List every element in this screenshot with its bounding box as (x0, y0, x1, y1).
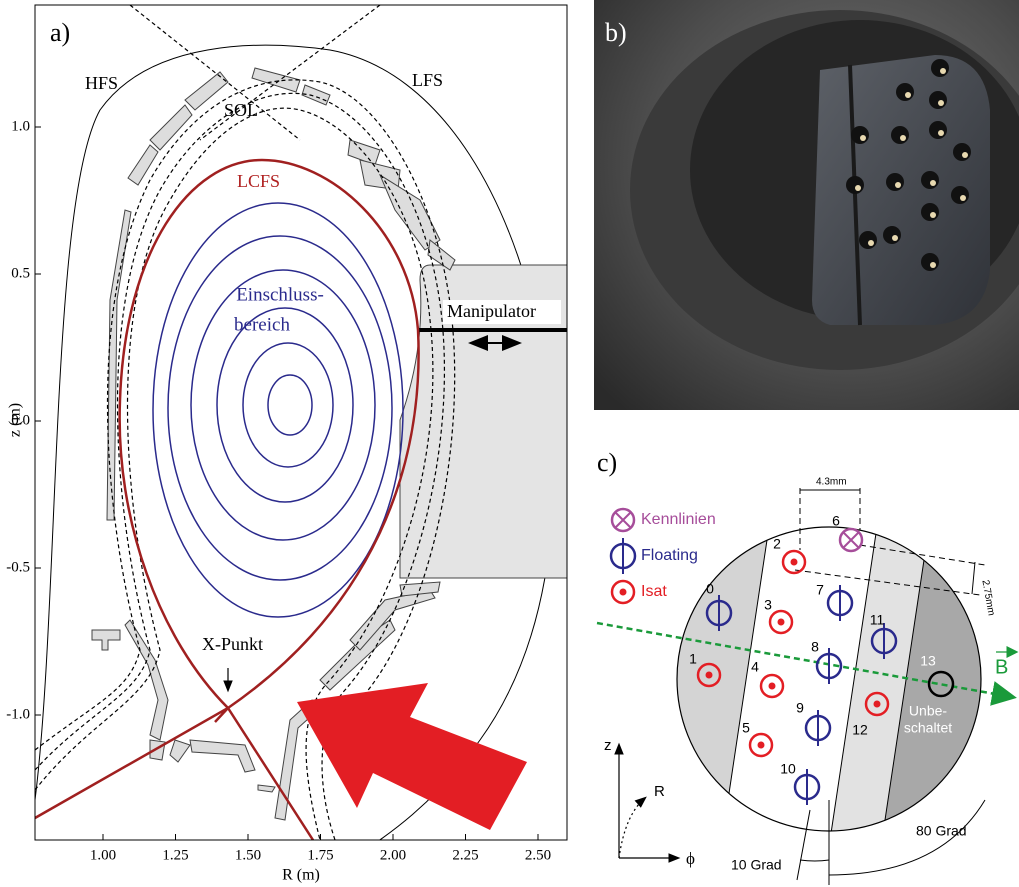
probe-label: 6 (832, 513, 840, 529)
pin-tip (938, 100, 944, 106)
hfs-label: HFS (85, 73, 118, 93)
legend-label: Isat (641, 583, 667, 600)
axis-label: z (604, 737, 612, 754)
probe-label: 0 (706, 581, 714, 597)
pin-tip (930, 180, 936, 186)
probe-label: 7 (816, 582, 824, 598)
pin (953, 143, 971, 161)
dimension-label: 4.3mm (816, 477, 847, 488)
pin-tip (900, 135, 906, 141)
x-axis-title: R (m) (282, 867, 320, 884)
probe-label: 11 (870, 612, 885, 628)
y-axis-title: z (m) (7, 403, 24, 437)
pin (931, 59, 949, 77)
pin (921, 253, 939, 271)
probe-label: 2 (773, 536, 781, 552)
y-tick-label: -1.0 (6, 706, 30, 722)
pin-tip (930, 212, 936, 218)
sol-label: SOL (224, 100, 258, 120)
cross-section (35, 5, 567, 860)
isat-dot (620, 589, 627, 596)
x-tick-label: 2.50 (525, 847, 551, 863)
probe-label: 10 (780, 761, 796, 777)
isat-dot (874, 701, 881, 708)
isat-dot (778, 619, 785, 626)
x-tick-label: 2.25 (452, 847, 478, 863)
pin (851, 126, 869, 144)
probe-label: 4 (751, 659, 759, 675)
panel-label: a) (50, 18, 70, 47)
isat-dot (706, 672, 713, 679)
dimension-label: 2.75mm (979, 579, 996, 616)
panel-b (594, 0, 1019, 410)
probe-label: 3 (764, 597, 772, 613)
axis-label: ϕ (686, 849, 695, 868)
y-tick-label: 0.5 (11, 265, 30, 281)
field-label: B (995, 656, 1008, 678)
confinement-label: Einschluss- (236, 284, 324, 305)
probe-label: 1 (689, 651, 697, 667)
pin-tip (960, 195, 966, 201)
y-tick-label: -0.5 (6, 559, 30, 575)
pin (929, 121, 947, 139)
y-tick-label: 1.0 (11, 118, 30, 134)
pin (929, 91, 947, 109)
manipulator-label: Manipulator (447, 301, 536, 321)
unconnected-label: Unbe- (909, 703, 947, 719)
probe-label: 12 (852, 722, 868, 738)
legend-label: Kennlinien (641, 511, 716, 528)
isat-dot (758, 742, 765, 749)
pin (951, 186, 969, 204)
legend-label: Floating (641, 547, 698, 564)
pin-tip (930, 262, 936, 268)
angle-label: 10 Grad (731, 857, 782, 873)
panel-label: c) (597, 448, 617, 477)
axis-label: R (654, 783, 665, 800)
lcfs-label: LCFS (237, 171, 280, 191)
isat-dot (769, 683, 776, 690)
coordinate-axes (619, 745, 678, 858)
pin-tip (905, 92, 911, 98)
pin (921, 171, 939, 189)
probe-label: 9 (796, 700, 804, 716)
probe-label: 8 (811, 639, 819, 655)
angle-label: 80 Grad (916, 823, 967, 839)
pin (896, 83, 914, 101)
pin (886, 173, 904, 191)
pin-tip (895, 182, 901, 188)
x-tick-label: 1.25 (162, 847, 188, 863)
pin-tip (892, 235, 898, 241)
port-arrow (297, 683, 527, 830)
figure: 1.001.251.501.752.002.252.501.00.50.0-0.… (0, 0, 1019, 887)
pin (921, 203, 939, 221)
pin-tip (938, 130, 944, 136)
pin-tip (868, 240, 874, 246)
pin-tip (860, 135, 866, 141)
x-tick-label: 2.00 (380, 847, 406, 863)
confinement-label: bereich (234, 314, 290, 335)
confinement-surfaces (153, 203, 403, 617)
unconnected-label: schaltet (904, 720, 952, 736)
pin-tip (940, 68, 946, 74)
probe-label: 5 (742, 720, 750, 736)
panel-a (35, 5, 567, 860)
pin (891, 126, 909, 144)
pin-tip (855, 185, 861, 191)
panel-label: b) (605, 18, 627, 47)
probe-label: 13 (920, 653, 936, 669)
x-tick-label: 1.50 (235, 847, 261, 863)
x-tick-label: 1.75 (307, 847, 333, 863)
pin (846, 176, 864, 194)
x-tick-label: 1.00 (90, 847, 116, 863)
pin (859, 231, 877, 249)
lfs-label: LFS (412, 70, 443, 90)
pin (883, 226, 901, 244)
pin-tip (962, 152, 968, 158)
iv-cross (616, 513, 630, 527)
x-point-label: X-Punkt (202, 634, 263, 654)
isat-dot (791, 559, 798, 566)
